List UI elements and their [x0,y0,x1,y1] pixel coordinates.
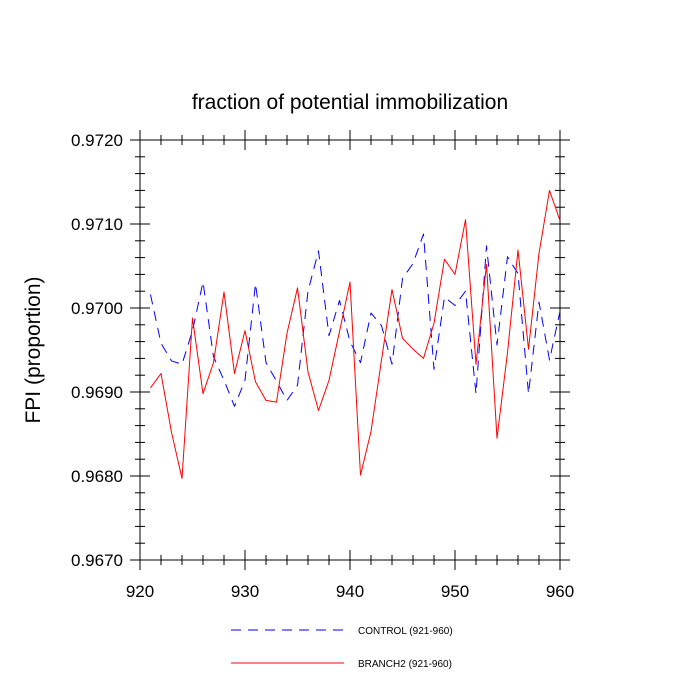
y-tick-label: 0.9680 [71,467,123,486]
x-tick-label: 920 [126,582,154,601]
plot-frame [139,139,561,561]
branch2-series-line [150,189,561,480]
legend: CONTROL (921-960) BRANCH2 (921-960) [231,626,453,670]
axis-ticks [130,130,570,570]
x-tick-label: 950 [441,582,469,601]
x-tick-label: 940 [336,582,364,601]
y-tick-label: 0.9720 [71,131,123,150]
y-tick-label: 0.9690 [71,383,123,402]
legend-label: BRANCH2 (921-960) [358,659,452,670]
axis-tick-labels: 920 930 940 950 960 0.9670 0.9680 0.9690 0.9700 0… [71,131,574,601]
y-tick-label: 0.9700 [71,299,123,318]
y-axis-label: FPI (proportion) [22,276,45,423]
y-tick-label: 0.9710 [71,215,123,234]
x-tick-label: 930 [231,582,259,601]
y-tick-label: 0.9670 [71,551,123,570]
x-tick-label: 960 [546,582,574,601]
control-series-line [150,233,561,407]
chart-title: fraction of potential immobilization [192,91,508,114]
legend-label: CONTROL (921-960) [358,626,453,637]
series-group [150,189,561,480]
